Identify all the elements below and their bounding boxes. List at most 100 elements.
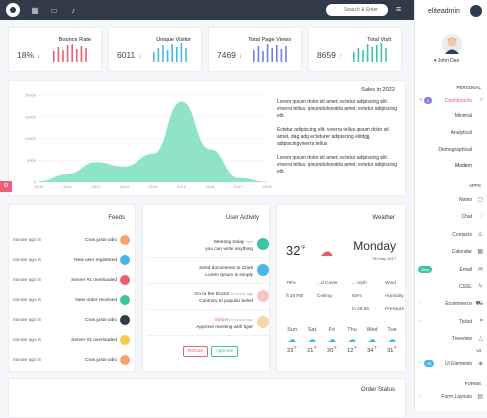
sidebar-item-contacts[interactable]: Contacts ♙: [415, 230, 487, 240]
sparkline-bar: [357, 48, 360, 62]
message-icon[interactable]: ▭: [50, 5, 58, 15]
bell-icon[interactable]: ♪: [71, 5, 75, 15]
refuse-button[interactable]: Refuse: [183, 346, 208, 357]
submenu-analytical[interactable]: Analytical: [415, 128, 487, 138]
sidebar-item-label: Email: [459, 266, 472, 273]
sparkline-bar: [80, 46, 83, 62]
submenu-minimal[interactable]: Minimal: [415, 111, 487, 121]
weather-stat: ...d Cover: [317, 281, 338, 286]
y-tick-label: 20000: [25, 93, 37, 98]
sales-title: Sales in 2022: [361, 87, 395, 93]
weather-stat: 83%: [352, 294, 362, 299]
stat-value: 18% ↓: [17, 50, 41, 60]
sales-paragraph-2: Ectetur adipiscing elit. viverra tellus.…: [277, 127, 389, 147]
sidebar-item-notes[interactable]: Notes ▢: [415, 195, 487, 205]
feed-item[interactable]: minute ago 6 Server #1 overloaded: [9, 331, 137, 349]
logo-icon[interactable]: [6, 3, 20, 17]
submenu-modern[interactable]: Modern: [415, 161, 487, 171]
stat-title: Unique Visitor: [156, 37, 191, 43]
chevron-down-icon: ∨: [419, 97, 423, 103]
sparkline-bar: [280, 49, 283, 62]
section-forms: FORMS: [464, 381, 481, 386]
sidebar-item-label: Ecommerce: [445, 301, 472, 308]
feed-item[interactable]: minute ago 6 Cras justo odio: [9, 231, 137, 249]
stat-number: 7469: [217, 50, 236, 60]
email-new-badge: New: [418, 265, 433, 273]
sidebar-item-chat[interactable]: Chat ◌: [415, 212, 487, 222]
chevron-right-icon: ›: [419, 393, 421, 399]
submenu-demographical[interactable]: Demographical: [415, 145, 487, 155]
area-series: [39, 101, 267, 182]
feed-item[interactable]: minute ago 6 Server #1 overloaded: [9, 271, 137, 289]
sales-paragraph-1: Lorem ipsum dolor sit amet, ectetur adip…: [277, 99, 398, 119]
forecast-temp-value: 12: [347, 347, 354, 354]
weather-stat: ... mph: [352, 281, 367, 286]
sparkline-bar: [171, 44, 173, 62]
activity-title: User Activity: [225, 215, 259, 221]
sparkline-bar: [353, 52, 355, 62]
sidebar-item-email[interactable]: New Email ✉: [415, 265, 487, 275]
cloud-sun-icon: ☁: [320, 244, 333, 259]
sidebar-item-calendar[interactable]: Calendar ▦: [415, 247, 487, 257]
forecast-day: Fri ☁ 20°F: [323, 327, 341, 354]
activity-item[interactable]: Go to the Doctor 5 minute ago Contrary to…: [147, 285, 271, 310]
cloud-rain-icon: ☁: [348, 335, 356, 344]
sidebar-item-label: Contacts: [452, 231, 472, 238]
sidebar-item-ui-elements[interactable]: › 25 Ui Elements ◈: [415, 359, 487, 369]
activity-item[interactable]: Meeting today 5pm you can write anything: [147, 233, 271, 258]
sidebar-item-ecommerce[interactable]: › Ecommerce ⛟: [415, 299, 487, 309]
ticket-icon: ⌗: [479, 317, 483, 324]
forecast-temp: 31°F: [383, 346, 401, 354]
weather-stat: Wind: [385, 281, 396, 286]
activity-item[interactable]: Send documents to Clark Lorem Ipsum is s…: [147, 259, 271, 284]
activity-item[interactable]: Stepen 5 minute ago Approve meeting with …: [147, 311, 271, 336]
sidebar-item-label: CSSL: [458, 284, 472, 290]
feed-icon: [120, 275, 130, 285]
order-status-card: Order Status: [8, 378, 406, 418]
sidebar-item-cssl[interactable]: CSSL ✎: [415, 282, 487, 292]
feed-item[interactable]: minute ago 6 New order received: [9, 291, 137, 309]
hamburger-icon[interactable]: ≡: [396, 4, 402, 14]
feed-item[interactable]: minute ago 6 Cras justo odio: [9, 351, 137, 369]
activity-line1: Go to the Doctor: [194, 292, 230, 297]
sparkline-bar: [62, 50, 64, 62]
submenu-label: Modern: [455, 163, 472, 169]
stat-value: 8659 ↑: [317, 50, 342, 60]
forecast-day: Sun ☁ 23°F: [283, 327, 301, 354]
sidebar-item-ticket[interactable]: › Ticket ⌗: [415, 317, 487, 327]
cloud-rain-icon: ☁: [308, 335, 316, 344]
notes-icon: ▢: [477, 197, 483, 203]
sidebar-item-form-layouts[interactable]: › Form Layouts ▤: [415, 392, 487, 402]
feed-icon: [120, 315, 130, 325]
trend-down-icon: ↓: [138, 53, 142, 60]
feed-time: minute ago 6: [13, 318, 41, 323]
x-tick-label: 2011: [63, 184, 72, 189]
forecast-temp-value: 23: [287, 347, 294, 354]
avatar[interactable]: [442, 34, 462, 54]
feed-item[interactable]: minute ago 6 New user registered: [9, 251, 137, 269]
settings-toggle-tab[interactable]: ⚙: [0, 181, 12, 192]
submenu-label: Demographical: [438, 147, 472, 153]
feed-item[interactable]: minute ago 6 Cras justo odio: [9, 311, 137, 329]
grid-icon[interactable]: ▦: [31, 5, 39, 15]
stat-title: Total Page Views: [248, 37, 291, 43]
sidebar-item-dashboards[interactable]: ∨ 4 Dashboards ⌂: [415, 96, 487, 106]
weather-stat: 79%: [286, 281, 296, 286]
sparkline-bars: [153, 43, 187, 62]
user-menu[interactable]: ▾ John Deo: [434, 58, 460, 64]
user-name: John Deo: [437, 58, 460, 64]
weather-date: 7th May 2017: [371, 256, 396, 261]
sparkline-bar: [76, 49, 78, 62]
forecast-temp: 21°F: [303, 346, 321, 354]
sidebar-item-treeview[interactable]: Treeview △: [415, 334, 487, 344]
feed-text: Server #1 overloaded: [71, 338, 117, 343]
sidebar-item-label: Chat: [461, 214, 472, 221]
search-input[interactable]: Search & Enter: [326, 4, 388, 16]
x-tick-label: 2016: [206, 184, 216, 189]
approve-button[interactable]: Approve: [211, 346, 238, 357]
sparkline-bars: [353, 43, 387, 62]
section-ui: UI: [476, 348, 482, 353]
chevron-right-icon: ›: [419, 300, 421, 307]
sparkline-bar: [180, 43, 183, 62]
cloud-rain-icon: ☁: [368, 335, 376, 344]
